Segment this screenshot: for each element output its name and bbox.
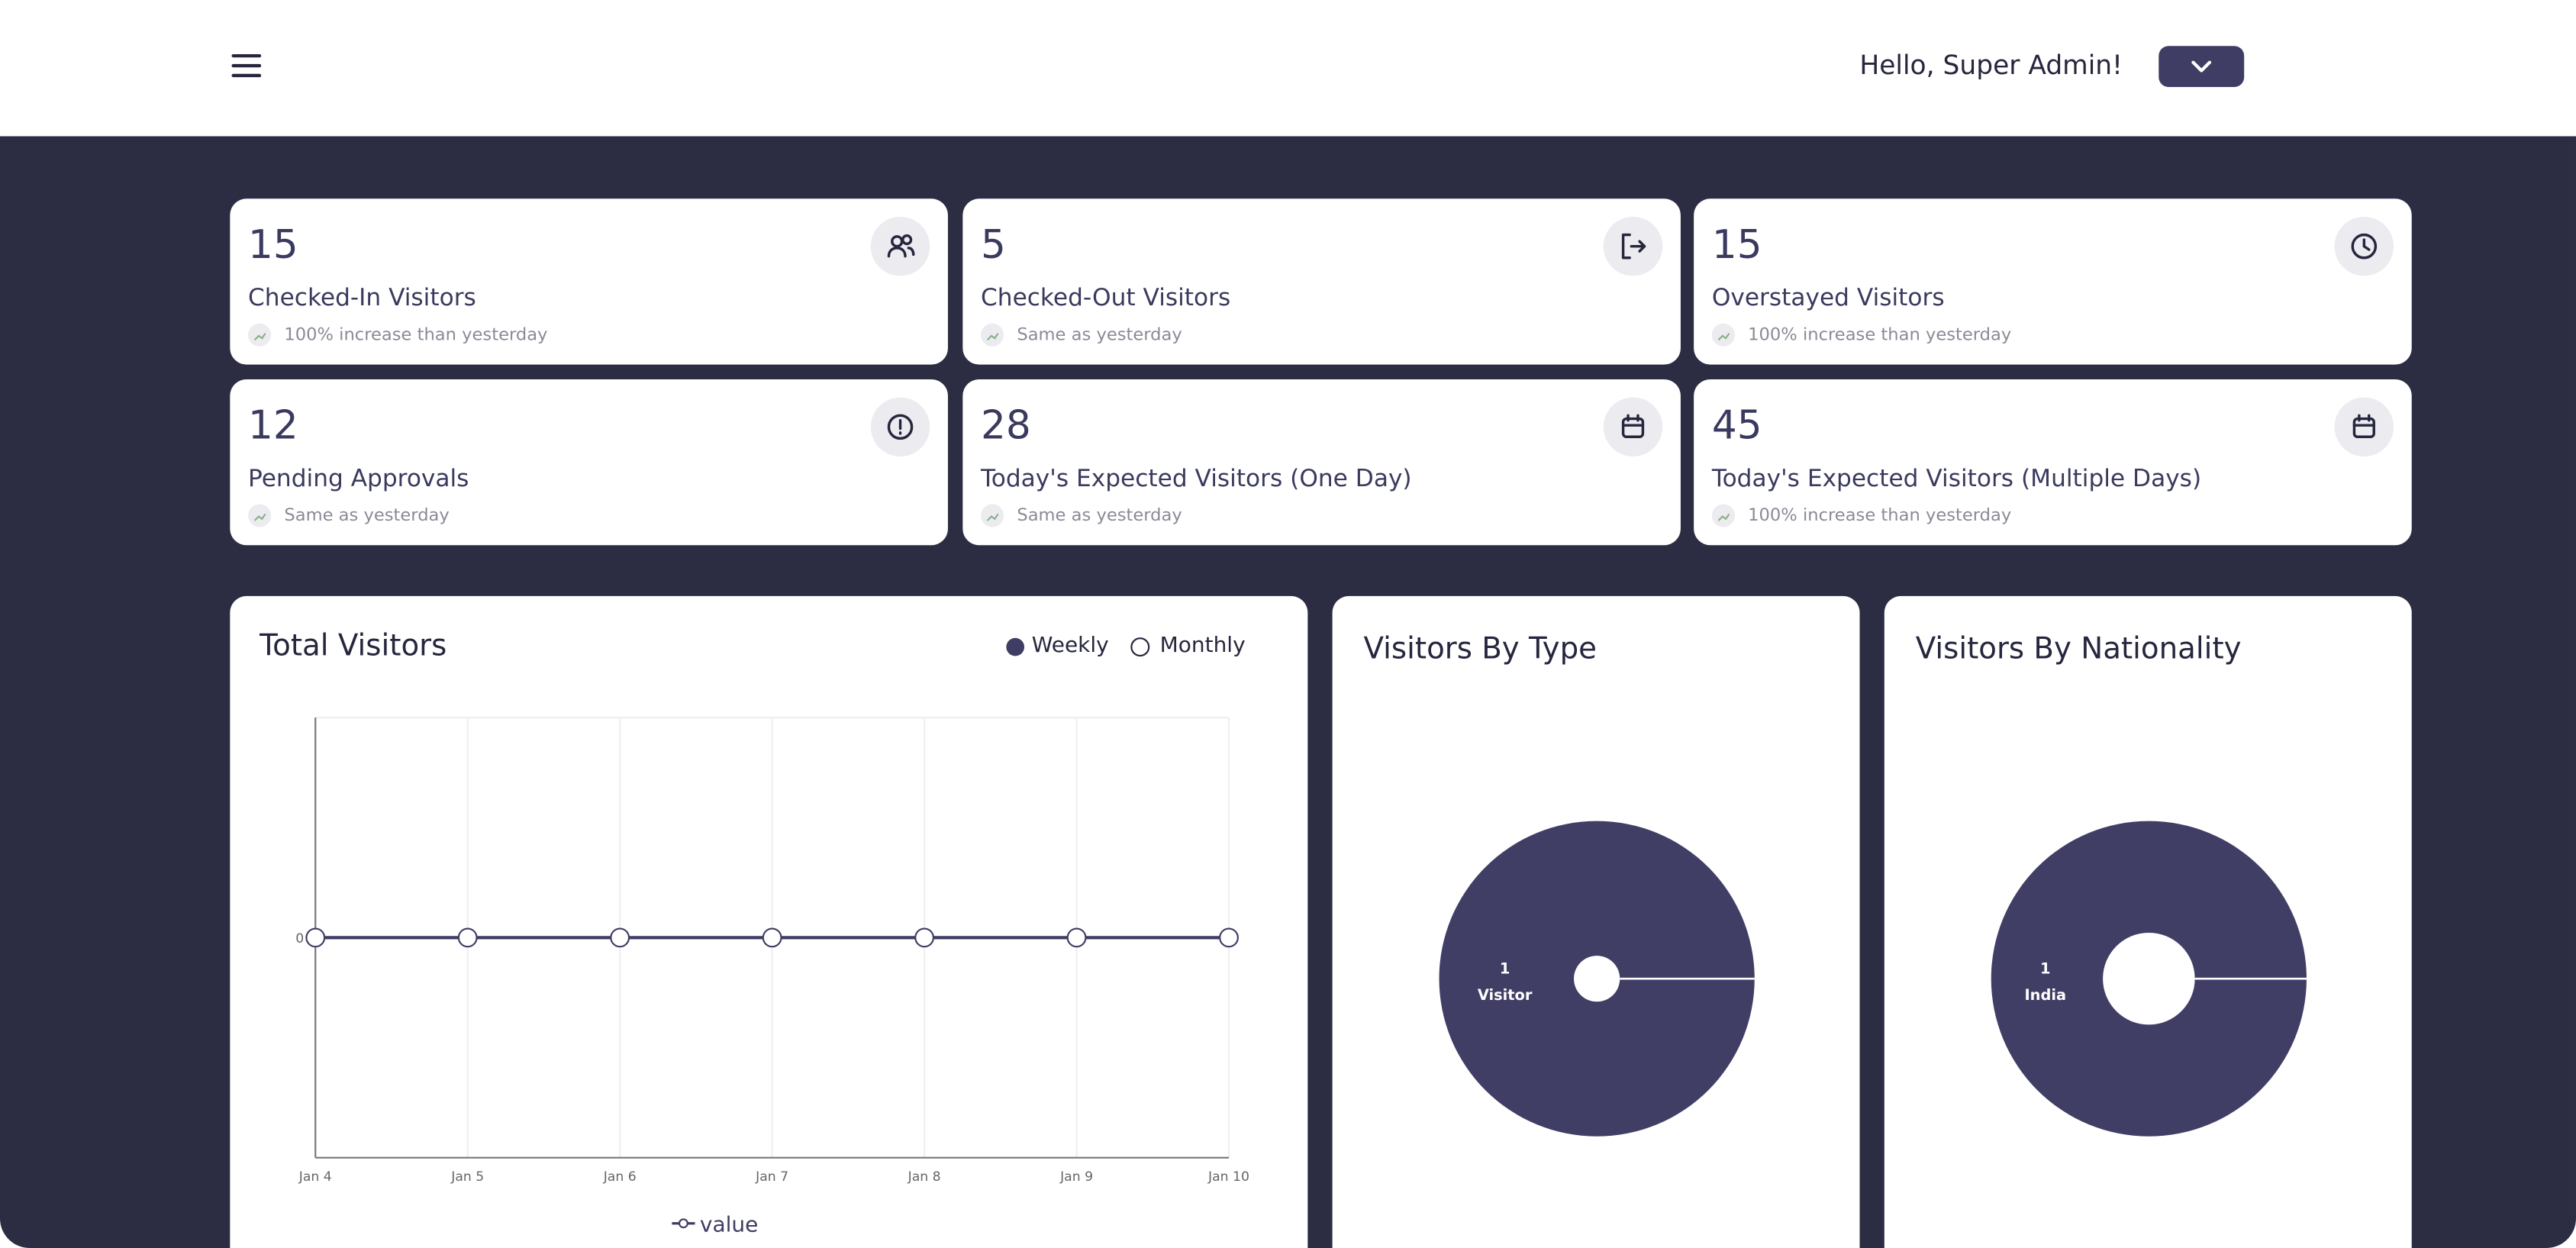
- stat-value: 12: [248, 402, 298, 449]
- stat-icon: [2334, 216, 2394, 276]
- stat-label: Today's Expected Visitors (Multiple Days…: [1711, 466, 2202, 493]
- stat-card: 5 Checked-Out Visitors Same as yesterday: [962, 198, 1681, 365]
- stat-label: Checked-In Visitors: [248, 285, 476, 312]
- visitors-by-nationality-card: Visitors By Nationality: [1884, 595, 2412, 1248]
- card-title: Total Visitors: [260, 628, 447, 664]
- menu-button[interactable]: [231, 53, 262, 79]
- stat-icon: [1603, 216, 1663, 276]
- stat-icon: [1603, 397, 1663, 457]
- trend-glyph: [986, 513, 999, 521]
- greeting: Hello, Super Admin!: [1859, 49, 2123, 81]
- toggle-option[interactable]: Weekly: [1031, 634, 1109, 659]
- trend-glyph: [253, 513, 266, 521]
- stat-icon: [870, 216, 930, 276]
- account-dropdown[interactable]: [2158, 46, 2245, 88]
- stat-trend: Same as yesterday: [284, 505, 450, 526]
- stat-icon: [870, 397, 930, 457]
- trend-icon: [248, 323, 272, 347]
- stat-card: 28 Today's Expected Visitors (One Day) Sam…: [962, 379, 1681, 546]
- card-title: Visitors By Nationality: [1915, 632, 2242, 667]
- stat-trend: 100% increase than yesterday: [1748, 324, 2012, 345]
- stat-trend: 100% increase than yesterday: [284, 324, 548, 345]
- stat-value: 45: [1711, 402, 1762, 449]
- stat-label: Today's Expected Visitors (One Day): [980, 466, 1412, 493]
- radio-selected[interactable]: [1005, 637, 1025, 657]
- stat-value: 15: [1711, 221, 1762, 268]
- trend-glyph: [986, 333, 999, 341]
- trend-icon: [980, 504, 1004, 527]
- card-title: Visitors By Type: [1363, 632, 1598, 667]
- stat-value: 15: [248, 221, 298, 268]
- stat-trend: Same as yesterday: [1017, 505, 1182, 526]
- total-visitors-card: Total Visitors Weekly Monthly: [230, 595, 1308, 1248]
- toggle-option[interactable]: Monthly: [1159, 634, 1246, 659]
- trend-icon: [1711, 504, 1735, 527]
- stat-trend: Same as yesterday: [1017, 324, 1182, 345]
- stat-card: 15 Checked-In Visitors 100% increase than …: [230, 198, 948, 365]
- stat-glyph: [2352, 414, 2375, 438]
- stat-glyph: [887, 234, 915, 258]
- stat-glyph: [1621, 414, 1645, 438]
- stat-icon: [2334, 397, 2394, 457]
- trend-glyph: [1717, 333, 1730, 341]
- trend-glyph: [253, 333, 266, 341]
- stat-value: 5: [980, 221, 1006, 268]
- stat-value: 28: [980, 402, 1031, 449]
- chevron-icon: [2191, 60, 2212, 73]
- trend-icon: [980, 323, 1004, 347]
- trend-glyph: [1717, 513, 1730, 521]
- stat-glyph: [887, 414, 914, 440]
- stat-card: 15 Overstayed Visitors 100% increase than …: [1694, 198, 2412, 365]
- stat-card: 45 Today's Expected Visitors (Multiple Da…: [1694, 379, 2412, 546]
- stat-card: 12 Pending Approvals Same as yesterday: [230, 379, 948, 546]
- visitors-by-type-card: Visitors By Type: [1332, 595, 1860, 1248]
- top-bar: Hello, Super Admin!: [0, 0, 2576, 137]
- stat-label: Overstayed Visitors: [1711, 285, 1945, 312]
- stat-label: Pending Approvals: [248, 466, 469, 493]
- trend-icon: [1711, 323, 1735, 347]
- stat-trend: 100% increase than yesterday: [1748, 505, 2012, 526]
- trend-icon: [248, 504, 272, 527]
- stat-label: Checked-Out Visitors: [980, 285, 1231, 312]
- stat-glyph: [1621, 233, 1646, 260]
- stat-glyph: [2351, 233, 2378, 260]
- radio-unselected[interactable]: [1130, 637, 1150, 657]
